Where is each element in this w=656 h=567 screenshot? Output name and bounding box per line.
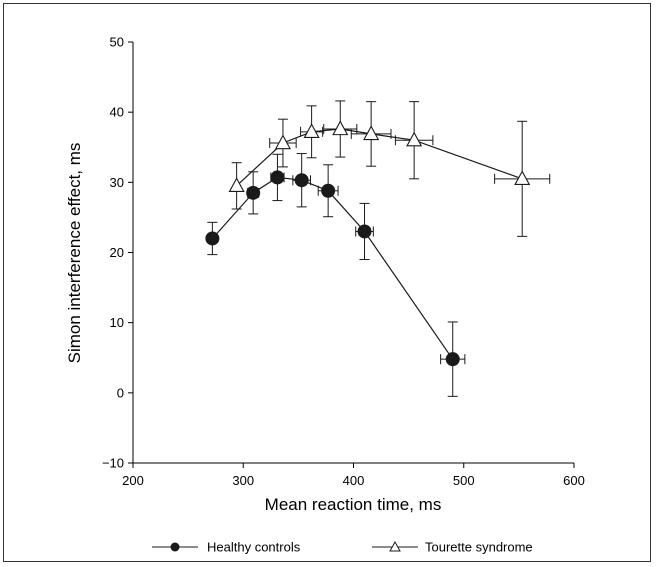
series-line [211, 176, 454, 360]
y-tick-label: 30 [110, 175, 124, 190]
data-point [303, 123, 320, 138]
y-axis-title: Simon interference effect, ms [65, 143, 84, 364]
data-point [205, 231, 220, 246]
data-point [270, 170, 285, 185]
data-point [228, 177, 245, 193]
y-tick-label: 10 [110, 315, 124, 330]
series-layer [205, 100, 551, 397]
data-point [332, 120, 349, 136]
chart-frame [3, 3, 651, 562]
legend-label-healthy: Healthy controls [207, 540, 301, 555]
y-tick-label: 50 [110, 35, 124, 50]
data-point [321, 183, 336, 198]
legend-label-tourette: Tourette syndrome [425, 540, 533, 555]
series-tourette-syndrome [228, 100, 551, 237]
y-tick-label: −10 [102, 456, 124, 471]
axes [132, 42, 574, 464]
legend: Healthy controls Tourette syndrome [152, 540, 533, 555]
data-point [363, 125, 380, 141]
x-tick-label: 400 [343, 473, 365, 488]
y-tick-label: 20 [110, 245, 124, 260]
x-tick-label: 300 [232, 473, 254, 488]
x-tick-label: 500 [453, 473, 475, 488]
x-tick-label: 600 [563, 473, 585, 488]
data-point [514, 170, 531, 185]
legend-marker-healthy [170, 542, 180, 552]
y-tick-label: 40 [110, 105, 124, 120]
legend-marker-tourette [389, 540, 401, 552]
data-point [274, 134, 291, 150]
data-point [357, 224, 372, 239]
x-tick-label: 200 [122, 473, 144, 488]
data-point [246, 185, 261, 200]
x-axis-title: Mean reaction time, ms [265, 495, 442, 514]
ticks: 200 300 400 500 600 −10 0 10 20 30 40 50 [102, 35, 585, 489]
y-tick-label: 0 [117, 385, 124, 400]
data-point [445, 352, 460, 367]
series-healthy-controls [205, 153, 466, 397]
data-point [294, 173, 309, 188]
data-point [406, 131, 423, 147]
